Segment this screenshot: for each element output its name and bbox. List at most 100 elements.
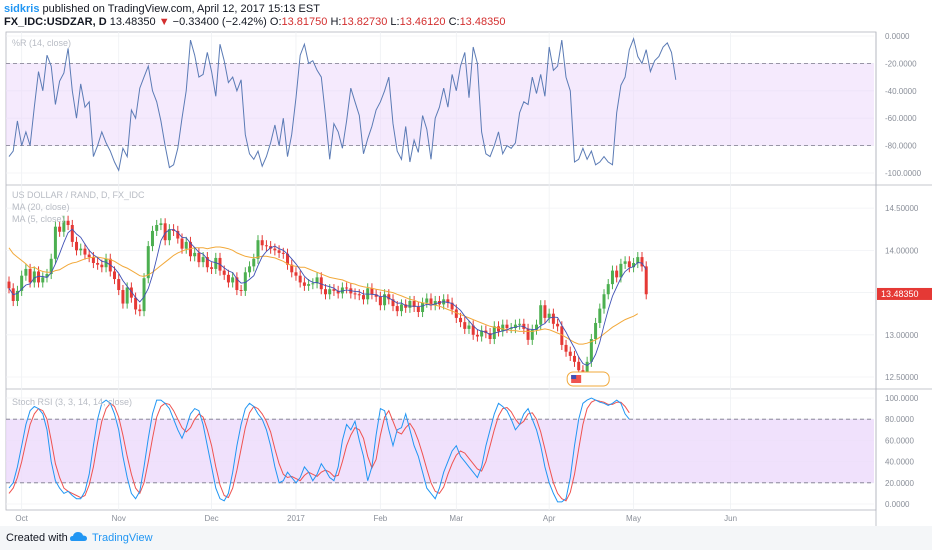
candle-body [383, 294, 387, 306]
stoch-axis-tick: 100.0000 [885, 394, 919, 403]
candle-body [488, 333, 492, 340]
published-text: published on TradingView.com, April 12, … [42, 3, 320, 15]
candle-body [539, 305, 543, 325]
candle-body [518, 323, 522, 325]
tradingview-link[interactable]: TradingView [92, 532, 153, 544]
candle-body [150, 230, 154, 247]
candle-body [264, 245, 268, 247]
candle-body [509, 328, 513, 330]
candle-body [644, 266, 648, 295]
candle-body [475, 334, 479, 337]
candle-body [374, 294, 378, 297]
candle-body [37, 271, 41, 283]
price-axis-tick: 13.00000 [885, 331, 919, 340]
candle-body [627, 261, 631, 268]
candle-body [281, 252, 285, 254]
close-value: 13.48350 [459, 16, 506, 28]
candle-body [239, 290, 243, 292]
candle-body [155, 225, 159, 231]
author-link[interactable]: sidkris [4, 3, 40, 15]
price-panel[interactable]: 14.5000014.0000013.5000013.0000012.50000… [6, 190, 932, 387]
us-flag-canton-icon [571, 375, 577, 379]
stoch-rsi-panel[interactable]: 100.0000 80.0000 60.0000 40.0000 20.0000 0.00… [6, 394, 919, 509]
candle-body [315, 277, 319, 284]
candle-body [497, 326, 501, 332]
candle-body [421, 302, 425, 312]
candle-body [235, 277, 239, 291]
candle-body [146, 246, 150, 279]
candle-body [632, 263, 636, 268]
time-axis-label: Mar [449, 514, 463, 523]
symbol-label: FX_IDC:USDZAR, D [4, 16, 107, 28]
candle-body [340, 287, 344, 294]
williams-r-panel[interactable]: 0.0000 -20.0000 -40.0000 -60.0000 -80.0000 -1… [6, 32, 922, 178]
candle-body [395, 306, 399, 312]
time-axis-label: Apr [543, 514, 556, 523]
candle-body [159, 223, 163, 226]
publish-info: sidkris published on TradingView.com, Ap… [4, 3, 320, 15]
candle-body [226, 274, 230, 283]
candle-body [231, 277, 235, 283]
candle-body [556, 323, 560, 327]
candle-body [214, 257, 218, 269]
candle-body [640, 257, 644, 267]
candle-body [378, 296, 382, 306]
candle-body [370, 288, 374, 295]
candle-body [83, 248, 87, 255]
candle-body [222, 270, 226, 275]
candle-body [589, 339, 593, 362]
candle-body [41, 277, 45, 283]
candle-body [471, 325, 475, 335]
wr-axis-tick: -40.0000 [885, 87, 917, 96]
candle-body [197, 252, 201, 263]
wr-axis-tick: -100.0000 [885, 169, 922, 178]
candle-body [96, 263, 100, 265]
candle-body [117, 279, 121, 291]
created-with-text: Created with [6, 532, 68, 544]
candle-body [24, 268, 28, 276]
candle-body [15, 290, 19, 302]
candle-body [480, 330, 484, 337]
last-price-label[interactable]: 13.48350 [881, 289, 919, 299]
candle-body [256, 240, 260, 259]
time-axis-label: Jun [724, 514, 737, 523]
price-axis-tick: 14.50000 [885, 204, 919, 213]
candle-body [324, 289, 327, 295]
candle-body [58, 226, 62, 232]
candle-body [201, 257, 205, 263]
candle-body [598, 308, 602, 323]
candle-body [142, 278, 146, 312]
candle-body [100, 264, 104, 268]
candle-body [311, 283, 315, 285]
candle-body [79, 248, 83, 251]
ma20-label: MA (20, close) [12, 202, 70, 212]
candle-body [91, 257, 95, 264]
candle-body [294, 272, 298, 276]
candle-body [513, 324, 517, 329]
candle-body [248, 266, 252, 273]
candle-body [176, 230, 180, 239]
candle-body [45, 273, 49, 278]
candle-body [501, 324, 505, 332]
candle-body [345, 287, 349, 289]
time-axis[interactable]: Oct Nov Dec 2017 Feb Mar Apr May Jun [15, 514, 737, 523]
candle-body [184, 241, 188, 249]
candle-body [62, 220, 66, 232]
last-price-tag [877, 287, 932, 300]
stoch-d-line [8, 399, 630, 502]
low-label: L: [390, 16, 400, 28]
candle-body [252, 258, 256, 267]
candle-body [286, 253, 290, 265]
candle-body [125, 287, 129, 304]
footer-bar: Created with TradingView [0, 526, 932, 550]
candle-body [332, 289, 336, 291]
time-axis-label: Oct [15, 514, 28, 523]
candle-body [467, 325, 471, 329]
candle-body [138, 309, 142, 312]
candle-body [585, 361, 589, 378]
candle-body [53, 226, 57, 259]
stoch-axis-tick: 80.0000 [885, 415, 914, 424]
candle-body [530, 329, 534, 340]
candle-body [20, 275, 24, 291]
chart-area[interactable]: 0.0000 -20.0000 -40.0000 -60.0000 -80.0000 -1… [0, 0, 932, 526]
